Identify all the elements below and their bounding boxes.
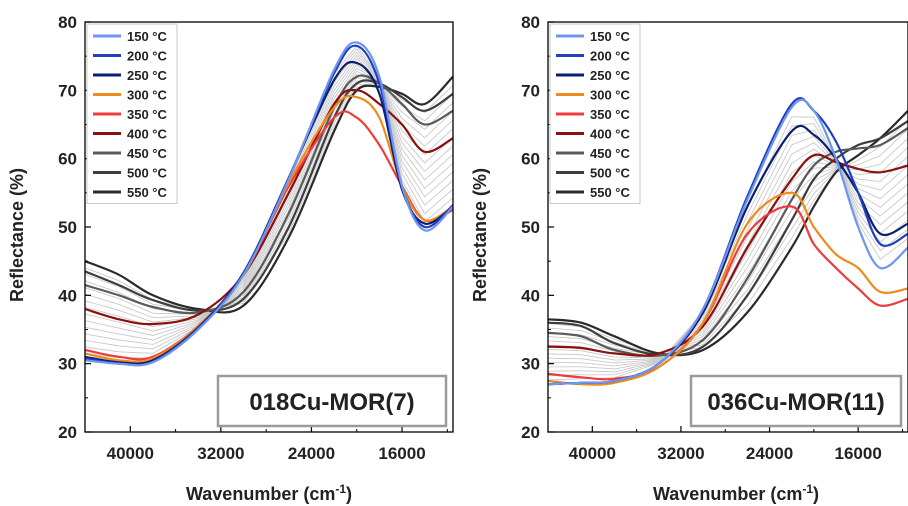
legend-entry: 550 °C	[590, 185, 631, 200]
series-line-500C	[548, 120, 908, 357]
x-tick-label: 40000	[569, 444, 616, 463]
legend-entry: 450 °C	[127, 146, 168, 161]
legend-entry: 250 °C	[127, 68, 168, 83]
y-tick-label: 70	[521, 81, 540, 100]
sample-label-box	[216, 374, 448, 428]
intermediate-spectrum	[548, 156, 908, 358]
y-tick-label: 20	[58, 423, 77, 442]
legend-entry: 400 °C	[127, 127, 168, 142]
series-line-150C	[85, 41, 453, 367]
intermediate-spectrum	[85, 57, 453, 341]
intermediate-spectrum	[548, 148, 908, 364]
plot-area	[85, 41, 453, 367]
series-line-150C	[548, 98, 908, 386]
y-tick-label: 40	[521, 286, 540, 305]
legend-entry: 200 °C	[590, 49, 631, 64]
x-tick-label: 16000	[378, 444, 425, 463]
legend-entry: 300 °C	[590, 88, 631, 103]
intermediate-spectrum	[548, 142, 908, 367]
legend-entry: 550 °C	[127, 185, 168, 200]
legend-entry: 350 °C	[127, 107, 168, 122]
x-tick-label: 24000	[288, 444, 335, 463]
intermediate-spectrum	[85, 70, 453, 323]
legend-entry: 150 °C	[127, 29, 168, 44]
y-tick-label: 40	[58, 286, 77, 305]
sample-label: 036Cu-MOR(11)	[707, 389, 884, 416]
chart-panel-2: 20 30 40 50 60 70 80 40000 32000 24000 16000 Wavenu…	[470, 13, 908, 504]
legend-entry: 200 °C	[127, 49, 168, 64]
y-tick-label: 30	[58, 355, 77, 374]
y-tick-label: 80	[58, 13, 77, 32]
series-line-300C	[548, 191, 908, 386]
series-line-450C	[85, 74, 453, 315]
intermediate-spectrum	[548, 123, 908, 376]
legend-entry: 500 °C	[590, 166, 631, 181]
x-tick-label: 16000	[835, 444, 882, 463]
sample-label: 018Cu-MOR(7)	[249, 389, 414, 416]
y-tick-label: 60	[58, 150, 77, 169]
y-tick-label: 60	[521, 150, 540, 169]
series-line-550C	[85, 75, 453, 314]
intermediate-spectrum	[85, 60, 453, 336]
y-tick-label: 80	[521, 13, 540, 32]
y-tick-label: 50	[58, 218, 77, 237]
series-line-350C	[548, 205, 908, 381]
y-tick-label: 70	[58, 81, 77, 100]
legend-entry: 400 °C	[590, 127, 631, 142]
plot-area	[548, 97, 908, 386]
series-line-550C	[548, 110, 908, 357]
x-tick-label: 32000	[657, 444, 704, 463]
series-line-400C	[548, 153, 908, 357]
legend-entry: 450 °C	[590, 146, 631, 161]
y-tick-label: 30	[521, 355, 540, 374]
intermediate-spectrum	[548, 161, 908, 359]
series-line-450C	[548, 126, 908, 357]
series-line-500C	[85, 79, 453, 312]
intermediate-spectrum	[85, 83, 453, 313]
x-tick-label: 24000	[746, 444, 793, 463]
chart-panel-1: 20 30 40 50 60 70 80 40000 32000 24000 16000 Wavenu…	[7, 13, 454, 504]
x-axis-label: Wavenumber (cm-1)	[186, 482, 352, 504]
legend-entry: 500 °C	[127, 166, 168, 181]
legend-entry: 350 °C	[590, 107, 631, 122]
legend: 150 °C 200 °C 250 °C 300 °C 350 °C 400 °C 450 …	[86, 23, 178, 204]
legend-entry: 300 °C	[127, 88, 168, 103]
legend: 150 °C 200 °C 250 °C 300 °C 350 °C 400 °C 450 …	[549, 23, 641, 204]
x-axis-label: Wavenumber (cm-1)	[653, 482, 819, 504]
y-axis-label: Reflectance (%)	[7, 168, 27, 302]
x-tick-label: 32000	[197, 444, 244, 463]
legend-entry: 150 °C	[590, 29, 631, 44]
x-tick-label: 40000	[107, 444, 154, 463]
legend-entry: 250 °C	[590, 68, 631, 83]
y-axis-label: Reflectance (%)	[470, 168, 490, 302]
y-tick-label: 50	[521, 218, 540, 237]
sample-label-box	[689, 374, 903, 428]
y-tick-label: 20	[521, 423, 540, 442]
